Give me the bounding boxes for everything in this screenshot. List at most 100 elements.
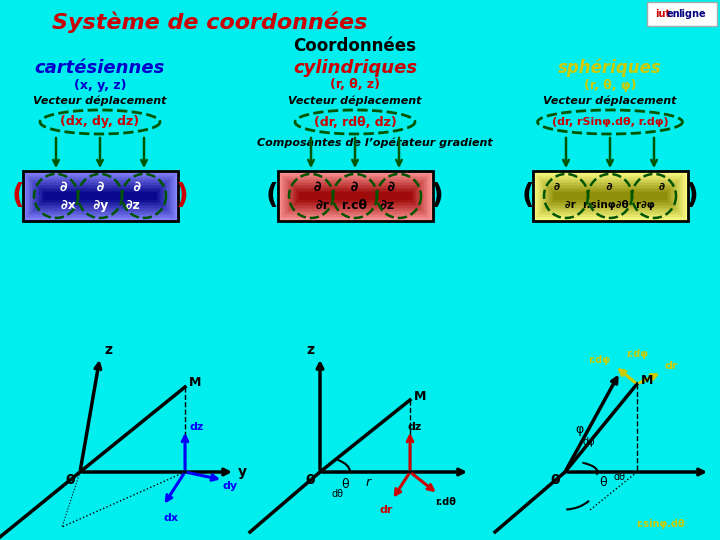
FancyBboxPatch shape	[281, 174, 430, 218]
FancyBboxPatch shape	[551, 189, 670, 203]
Text: dθ: dθ	[332, 489, 344, 499]
Text: (dx, dy, dz): (dx, dy, dz)	[60, 116, 140, 129]
FancyBboxPatch shape	[289, 183, 420, 209]
Text: z: z	[104, 343, 112, 357]
FancyBboxPatch shape	[285, 179, 425, 213]
Text: M: M	[641, 374, 653, 387]
Text: sphériques: sphériques	[558, 59, 662, 77]
FancyBboxPatch shape	[291, 185, 419, 207]
FancyBboxPatch shape	[287, 180, 423, 212]
Text: θ: θ	[341, 477, 348, 490]
FancyBboxPatch shape	[552, 191, 668, 201]
Text: ∂      ∂      ∂: ∂ ∂ ∂	[60, 180, 140, 194]
FancyBboxPatch shape	[294, 187, 416, 205]
FancyBboxPatch shape	[534, 172, 686, 219]
FancyBboxPatch shape	[30, 179, 170, 213]
FancyBboxPatch shape	[42, 191, 158, 201]
Text: Vecteur déplacement: Vecteur déplacement	[544, 96, 677, 106]
Text: dy: dy	[222, 481, 238, 491]
FancyBboxPatch shape	[39, 187, 161, 205]
FancyBboxPatch shape	[37, 186, 163, 206]
FancyBboxPatch shape	[541, 180, 678, 212]
Text: ∂            ∂            ∂: ∂ ∂ ∂	[554, 182, 665, 192]
FancyBboxPatch shape	[32, 180, 168, 212]
Text: dx: dx	[163, 513, 179, 523]
Text: iut: iut	[655, 9, 670, 19]
FancyBboxPatch shape	[297, 191, 413, 201]
FancyBboxPatch shape	[277, 171, 433, 221]
Text: (: (	[11, 182, 24, 210]
Text: r.dθ: r.dθ	[436, 497, 456, 507]
FancyBboxPatch shape	[33, 181, 167, 211]
FancyBboxPatch shape	[536, 174, 685, 218]
Text: cartésiennes: cartésiennes	[35, 59, 165, 77]
FancyBboxPatch shape	[533, 171, 688, 221]
FancyBboxPatch shape	[543, 181, 677, 211]
Text: M: M	[189, 376, 201, 389]
FancyBboxPatch shape	[29, 177, 171, 215]
Text: 0: 0	[550, 473, 560, 487]
Text: dz: dz	[408, 422, 422, 432]
FancyBboxPatch shape	[554, 192, 667, 200]
Text: φ: φ	[575, 423, 583, 436]
Text: ∂r   r.cθ   ∂z: ∂r r.cθ ∂z	[316, 199, 394, 212]
FancyBboxPatch shape	[537, 176, 683, 217]
FancyBboxPatch shape	[22, 171, 178, 221]
FancyBboxPatch shape	[35, 183, 166, 209]
Text: (: (	[266, 182, 279, 210]
Text: ligne: ligne	[678, 9, 706, 19]
FancyBboxPatch shape	[295, 189, 415, 203]
Text: Système de coordonnées: Système de coordonnées	[53, 11, 368, 33]
FancyBboxPatch shape	[292, 186, 418, 206]
Text: dφ: dφ	[582, 437, 595, 447]
Text: Vecteur déplacement: Vecteur déplacement	[33, 96, 167, 106]
FancyBboxPatch shape	[27, 176, 173, 217]
Text: Composantes de l’opérateur gradient: Composantes de l’opérateur gradient	[257, 138, 493, 148]
Text: ): )	[431, 182, 444, 210]
FancyBboxPatch shape	[546, 185, 674, 207]
FancyBboxPatch shape	[43, 192, 156, 200]
FancyBboxPatch shape	[282, 176, 428, 217]
Text: y: y	[238, 465, 246, 479]
Text: r.dφ: r.dφ	[588, 355, 610, 365]
Text: ): )	[176, 182, 189, 210]
FancyBboxPatch shape	[40, 189, 160, 203]
Text: θ: θ	[599, 476, 607, 489]
Text: ): )	[686, 182, 699, 210]
Text: cylindriques: cylindriques	[293, 59, 417, 77]
Text: Vecteur déplacement: Vecteur déplacement	[288, 96, 422, 106]
Text: ∂x    ∂y    ∂z: ∂x ∂y ∂z	[60, 199, 140, 212]
FancyBboxPatch shape	[25, 174, 174, 218]
Text: M: M	[414, 389, 426, 402]
Text: r.dφ: r.dφ	[626, 349, 648, 359]
Text: 0: 0	[66, 473, 75, 487]
Text: (dr, rdθ, dz): (dr, rdθ, dz)	[314, 116, 397, 129]
FancyBboxPatch shape	[539, 177, 682, 215]
Text: (x, y, z): (x, y, z)	[73, 78, 126, 91]
Text: r: r	[366, 476, 371, 489]
Text: ∂r  r.sinφ∂θ  r∂φ: ∂r r.sinφ∂θ r∂φ	[565, 200, 655, 210]
FancyBboxPatch shape	[549, 187, 671, 205]
Text: (dr, rSinφ.dθ, r.dφ): (dr, rSinφ.dθ, r.dφ)	[552, 117, 668, 127]
Text: dθ: dθ	[614, 472, 626, 482]
FancyBboxPatch shape	[544, 183, 675, 209]
Text: (: (	[521, 182, 534, 210]
FancyBboxPatch shape	[284, 177, 426, 215]
Text: dz: dz	[189, 422, 203, 432]
Text: dr: dr	[665, 361, 678, 371]
FancyBboxPatch shape	[24, 172, 176, 219]
Text: 0: 0	[305, 473, 315, 487]
Text: (r, θ, φ): (r, θ, φ)	[584, 78, 636, 91]
Text: z: z	[306, 343, 314, 357]
Text: r.sinφ.dθ: r.sinφ.dθ	[636, 519, 684, 529]
FancyBboxPatch shape	[288, 181, 422, 211]
Text: Coordonnées: Coordonnées	[294, 37, 416, 55]
Text: en: en	[667, 9, 680, 19]
FancyBboxPatch shape	[36, 185, 164, 207]
FancyBboxPatch shape	[547, 186, 672, 206]
Text: dr: dr	[379, 505, 392, 515]
FancyBboxPatch shape	[540, 179, 680, 213]
Text: ∂      ∂      ∂: ∂ ∂ ∂	[315, 180, 395, 194]
Text: (r, θ, z): (r, θ, z)	[330, 78, 380, 91]
FancyBboxPatch shape	[299, 192, 412, 200]
